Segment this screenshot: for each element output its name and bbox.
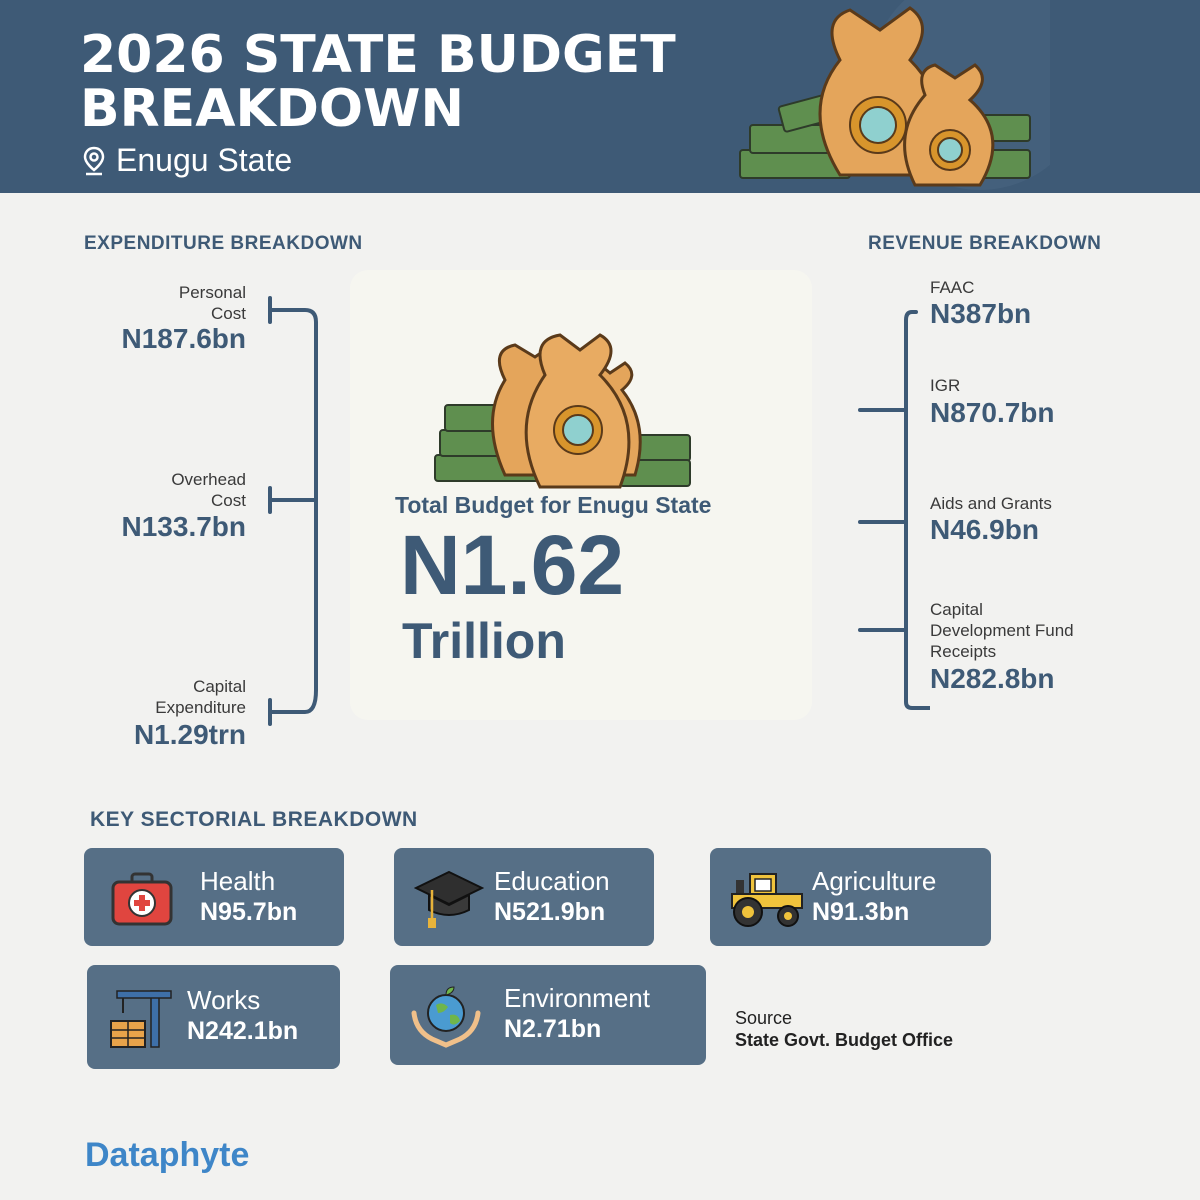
graduation-cap-icon <box>414 870 484 928</box>
sector-value: N521.9bn <box>494 898 606 926</box>
sector-card-education: Education N521.9bn <box>394 848 654 946</box>
expenditure-bracket <box>268 296 318 726</box>
total-budget-unit: Trillion <box>402 613 566 669</box>
location-text: Enugu State <box>116 142 293 178</box>
expenditure-label: Personal Cost <box>178 283 246 323</box>
brand-logo: Dataphyte <box>85 1136 250 1174</box>
expenditure-label: Capital Expenditure <box>155 677 246 717</box>
header-banner: 2026 STATE BUDGET BREAKDOWN Enugu State <box>0 0 1200 193</box>
page-title: 2026 STATE BUDGET BREAKDOWN <box>80 25 676 139</box>
sector-name: Education <box>494 866 610 896</box>
revenue-label: Capital Development Fund Receipts <box>930 600 1074 661</box>
total-budget-label: Total Budget for Enugu State <box>395 492 712 518</box>
location: Enugu State <box>82 142 292 179</box>
sector-value: N95.7bn <box>200 898 298 926</box>
revenue-label: IGR <box>930 376 961 395</box>
sector-value: N91.3bn <box>812 898 910 926</box>
expenditure-value: N187.6bn <box>121 323 247 354</box>
sector-card-agriculture: Agriculture N91.3bn <box>710 848 991 946</box>
revenue-value: N282.8bn <box>930 663 1055 694</box>
total-budget-card <box>350 270 812 720</box>
tractor-icon <box>731 873 803 927</box>
sector-card-environment: Environment N2.71bn <box>390 965 706 1065</box>
globe-hands-icon <box>411 986 481 1048</box>
expenditure-title: EXPENDITURE BREAKDOWN <box>84 233 363 254</box>
revenue-value: N46.9bn <box>930 514 1039 545</box>
sector-card-health: Health N95.7bn <box>84 848 344 946</box>
revenue-value: N870.7bn <box>930 397 1055 428</box>
revenue-label: FAAC <box>930 278 975 297</box>
source-value: State Govt. Budget Office <box>735 1030 954 1050</box>
sectors-title: KEY SECTORIAL BREAKDOWN <box>90 808 418 831</box>
construction-crane-icon <box>110 990 172 1048</box>
money-bags-icon <box>434 333 691 489</box>
revenue-value: N387bn <box>930 298 1032 329</box>
sector-name: Works <box>187 985 261 1015</box>
sector-name: Environment <box>504 983 650 1013</box>
revenue-bracket <box>858 310 930 710</box>
total-budget-value: N1.62 <box>400 518 625 612</box>
revenue-label: Aids and Grants <box>930 494 1052 513</box>
expenditure-value: N133.7bn <box>121 511 247 542</box>
first-aid-kit-icon <box>111 872 173 926</box>
location-pin-icon <box>83 146 105 175</box>
revenue-title: REVENUE BREAKDOWN <box>868 233 1102 254</box>
sector-name: Agriculture <box>812 866 937 896</box>
sector-value: N2.71bn <box>504 1015 602 1043</box>
sector-name: Health <box>200 866 276 896</box>
sector-card-works: Works N242.1bn <box>87 965 340 1069</box>
sector-value: N242.1bn <box>187 1017 299 1045</box>
source-label: Source <box>735 1008 793 1028</box>
money-bags-icon <box>739 0 1050 190</box>
expenditure-value: N1.29trn <box>133 719 246 750</box>
expenditure-label: Overhead Cost <box>171 470 246 510</box>
